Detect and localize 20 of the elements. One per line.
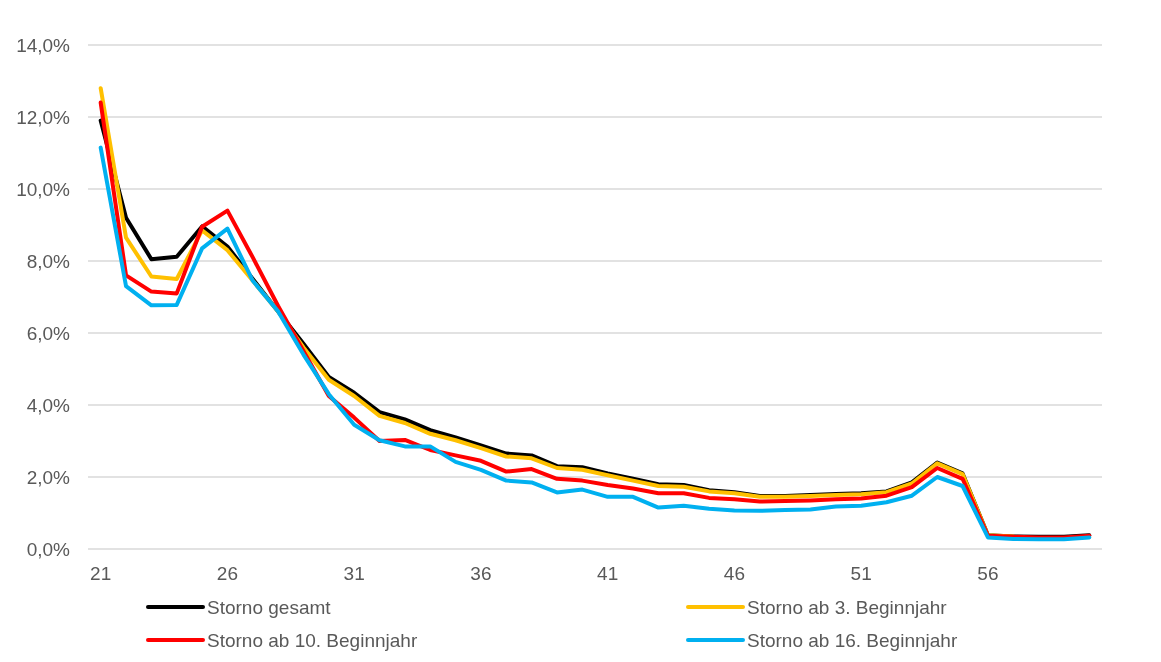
- y-tick-label: 4,0%: [26, 394, 71, 416]
- x-tick-label: 31: [343, 563, 365, 584]
- x-tick-label: 56: [977, 563, 999, 584]
- y-tick-label: 2,0%: [26, 466, 71, 488]
- y-tick-label: 0,0%: [26, 538, 71, 560]
- legend-label: Storno ab 3. Beginnjahr: [747, 596, 948, 618]
- legend-label: Storno ab 16. Beginnjahr: [747, 629, 958, 651]
- y-tick-label: 10,0%: [16, 178, 71, 200]
- y-tick-label: 8,0%: [26, 250, 71, 272]
- x-tick-label: 21: [90, 563, 112, 584]
- legend-label: Storno gesamt: [207, 596, 332, 618]
- x-tick-label: 51: [850, 563, 872, 584]
- y-tick-label: 6,0%: [26, 322, 71, 344]
- y-tick-label: 12,0%: [16, 106, 71, 128]
- x-tick-label: 26: [216, 563, 238, 584]
- legend-label: Storno ab 10. Beginnjahr: [207, 629, 418, 651]
- x-tick-label: 46: [723, 563, 745, 584]
- y-tick-label: 14,0%: [16, 34, 71, 56]
- x-tick-label: 41: [597, 563, 619, 584]
- x-tick-label: 36: [470, 563, 492, 584]
